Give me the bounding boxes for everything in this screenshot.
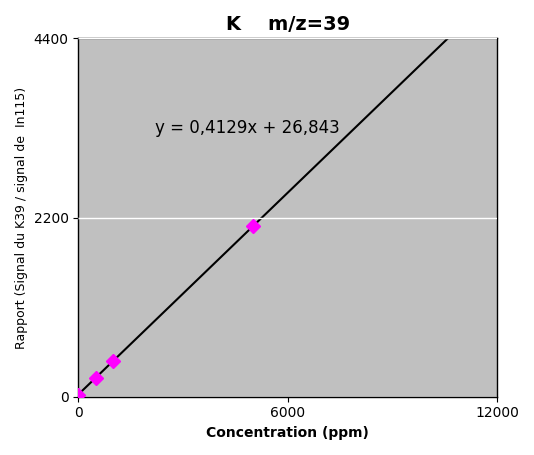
Text: y = 0,4129x + 26,843: y = 0,4129x + 26,843 xyxy=(155,119,340,137)
X-axis label: Concentration (ppm): Concentration (ppm) xyxy=(206,426,369,440)
Title: K    m/z=39: K m/z=39 xyxy=(225,15,350,34)
Y-axis label: Rapport (Signal du K39 / signal de  In115): Rapport (Signal du K39 / signal de In115… xyxy=(15,86,28,349)
